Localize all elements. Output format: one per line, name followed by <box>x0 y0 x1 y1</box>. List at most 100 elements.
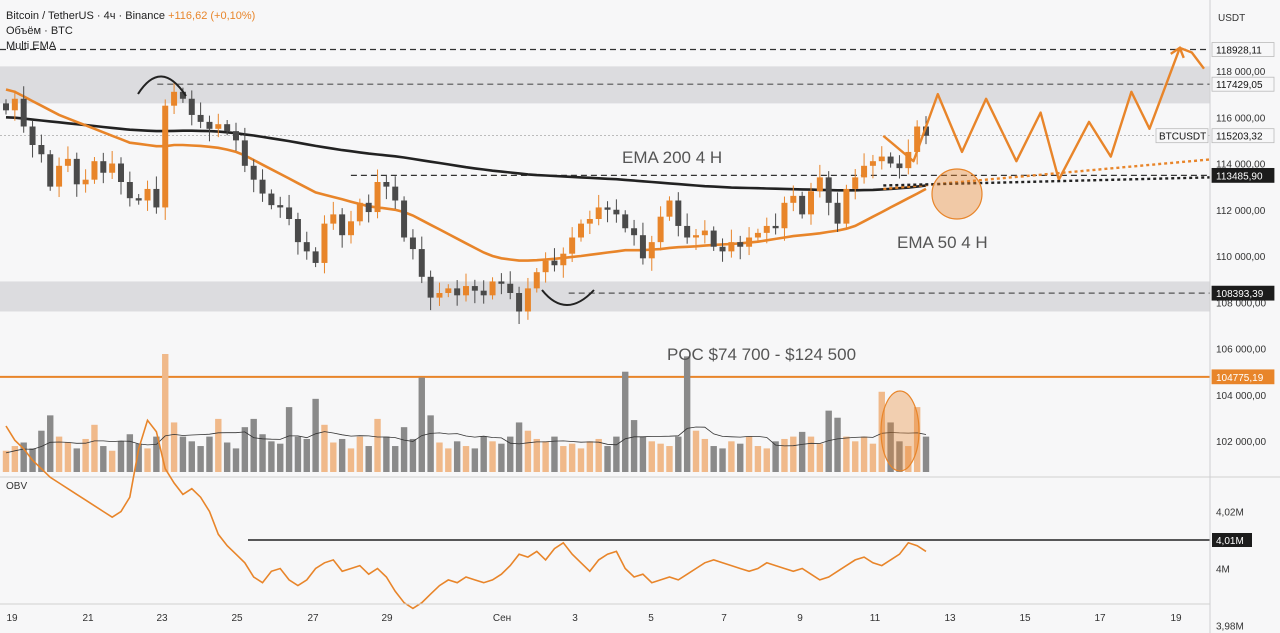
volume-bar-93 <box>825 410 832 472</box>
candle-body-79 <box>701 230 708 236</box>
volume-bar-5 <box>47 415 54 472</box>
candle-body-75 <box>666 200 673 217</box>
candle-body-90 <box>799 195 806 215</box>
candle-body-46 <box>409 237 416 250</box>
date-label-12: 13 <box>944 613 956 624</box>
volume-bar-33 <box>294 436 302 472</box>
price-change: +116,62 (+0,10%) <box>168 10 256 22</box>
volume-bar-99 <box>878 391 885 472</box>
price-tag-3: 113485,90 <box>1216 171 1263 182</box>
price-tag-bg-1 <box>1211 76 1275 92</box>
candle-body-47 <box>418 249 425 277</box>
volume-bar-38 <box>338 438 346 472</box>
candle-body-36 <box>321 223 328 263</box>
candle-body-20 <box>179 91 186 99</box>
candle-body-97 <box>861 165 868 178</box>
candle-body-22 <box>197 114 204 122</box>
volume-bar-19 <box>170 422 178 472</box>
candle-body-43 <box>383 182 390 187</box>
volume-bar-54 <box>480 436 487 472</box>
candle-body-94 <box>834 202 841 224</box>
volume-bar-10 <box>91 424 98 472</box>
price-tag-bg-5 <box>1211 369 1275 385</box>
candle-body-11 <box>100 161 107 173</box>
candle-body-66 <box>586 219 593 224</box>
zone-1 <box>0 281 1210 312</box>
candle-body-99 <box>878 156 885 162</box>
volume-bar-75 <box>666 446 673 472</box>
volume-bar-61 <box>542 441 549 472</box>
candle-body-55 <box>489 281 496 296</box>
ema200-label: EMA 200 4 H <box>622 148 722 167</box>
candle-body-85 <box>754 232 761 238</box>
volume-bar-21 <box>188 441 195 472</box>
volume-bar-14 <box>126 434 134 472</box>
volume-bar-68 <box>604 446 611 472</box>
candle-body-57 <box>507 283 514 293</box>
candle-body-93 <box>825 177 832 203</box>
date-label-5: 29 <box>381 613 393 624</box>
candle-body-70 <box>622 214 629 229</box>
volume-bar-95 <box>843 436 850 472</box>
candle-body-73 <box>648 242 655 259</box>
candle-body-27 <box>241 140 248 166</box>
volume-bar-60 <box>533 438 540 472</box>
price-tag-bg-3 <box>1211 167 1275 183</box>
candle-body-15 <box>135 198 142 201</box>
candle-body-53 <box>471 286 478 291</box>
volume-bar-63 <box>560 446 567 472</box>
volume-bar-78 <box>692 430 700 472</box>
candle-body-45 <box>401 200 408 238</box>
volume-bar-32 <box>285 407 293 472</box>
price-tag-bg-0 <box>1211 42 1275 57</box>
candle-body-54 <box>480 290 487 296</box>
date-label-11: 11 <box>870 613 881 624</box>
candle-body-26 <box>233 131 239 141</box>
volume-legend: Объём · BTC <box>6 25 73 37</box>
obv-tick-1: 4M <box>1216 565 1230 576</box>
obv-label: OBV <box>6 481 27 492</box>
price-tick-0: 118 000,00 <box>1216 67 1266 78</box>
volume-bar-83 <box>737 443 744 472</box>
volume-bar-1 <box>11 446 19 472</box>
top-arc-mark <box>137 75 187 97</box>
candle-body-60 <box>533 272 540 289</box>
price-tick-1: 116 000,00 <box>1216 113 1266 124</box>
candle-body-49 <box>436 293 443 298</box>
candle-body-2 <box>20 98 27 127</box>
candle-body-23 <box>206 121 213 129</box>
ema200-projection <box>883 176 1210 187</box>
volume-bar-88 <box>781 438 788 472</box>
candle-body-8 <box>73 158 80 185</box>
volume-bar-67 <box>595 438 602 472</box>
volume-bars <box>2 354 930 472</box>
volume-bar-103 <box>913 407 921 472</box>
volume-bar-97 <box>860 436 868 472</box>
volume-bar-57 <box>507 436 514 472</box>
volume-bar-0 <box>2 450 10 472</box>
volume-bar-37 <box>330 442 337 472</box>
candle-body-48 <box>427 276 434 298</box>
candle-body-14 <box>126 182 133 199</box>
volume-bar-4 <box>38 430 45 472</box>
volume-bar-40 <box>356 436 364 472</box>
ema-cross-highlight <box>931 168 983 220</box>
candle-body-18 <box>162 105 169 208</box>
volume-bar-26 <box>232 448 240 472</box>
date-axis: 19 21 23 25 27 29 Сен 3 5 7 9 11 13 15 17 19 <box>0 603 1210 624</box>
candle-body-1 <box>11 98 18 111</box>
date-label-1: 21 <box>82 613 94 624</box>
volume-bar-101 <box>896 441 903 472</box>
candle-body-7 <box>64 158 71 166</box>
volume-bar-58 <box>515 422 523 472</box>
volume-bar-36 <box>321 424 328 472</box>
candle-body-84 <box>746 237 753 247</box>
projection-path <box>882 46 1205 181</box>
volume-bar-91 <box>807 436 815 472</box>
volume-bar-86 <box>763 448 770 472</box>
candle-body-42 <box>374 182 381 213</box>
candle-body-28 <box>250 165 257 180</box>
price-tag-4: 108393,39 <box>1216 289 1264 300</box>
candle-body-52 <box>463 286 469 296</box>
